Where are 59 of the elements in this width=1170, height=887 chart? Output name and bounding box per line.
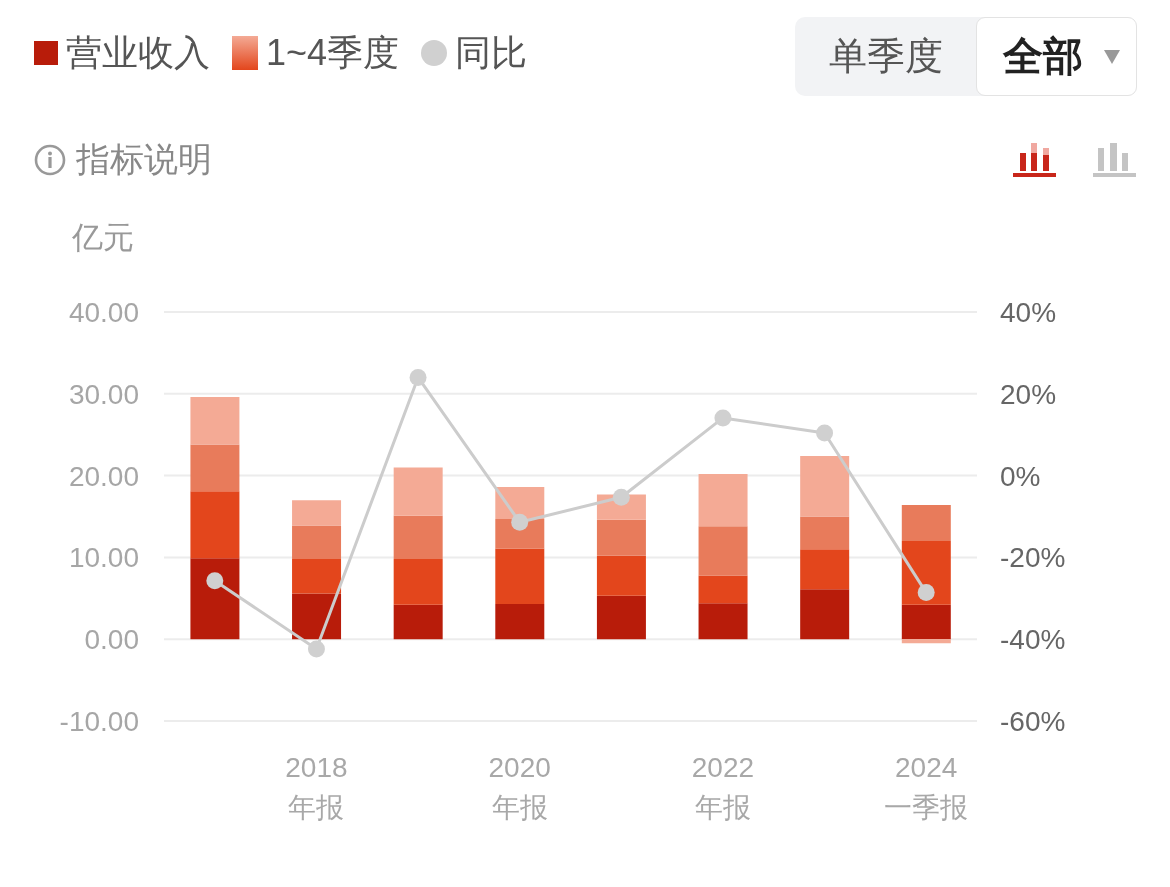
bar bbox=[393, 467, 443, 516]
bar bbox=[800, 549, 850, 590]
bar bbox=[596, 555, 646, 596]
bar bbox=[698, 575, 748, 604]
y-axis-title: 亿元 bbox=[72, 220, 134, 255]
bar bbox=[190, 491, 240, 559]
bar bbox=[190, 397, 240, 445]
point bbox=[816, 424, 834, 442]
bar bbox=[495, 548, 545, 605]
point bbox=[612, 488, 630, 506]
bar bbox=[800, 455, 850, 517]
point bbox=[307, 640, 325, 658]
y-tick-label: 30.00 bbox=[68, 378, 139, 410]
y-tick-label: 40.00 bbox=[68, 296, 139, 328]
y2-tick-label: 0% bbox=[1000, 460, 1041, 492]
bar bbox=[292, 593, 342, 640]
x-tick-label: 2018 年报 bbox=[285, 751, 348, 823]
y-tick-label: -10.00 bbox=[59, 705, 139, 737]
legend-label: 同比 bbox=[455, 30, 528, 75]
point bbox=[511, 513, 529, 531]
bar bbox=[495, 604, 545, 640]
x-tick-label: 2022 年报 bbox=[691, 751, 755, 823]
bar bbox=[698, 526, 748, 576]
bar bbox=[292, 559, 342, 594]
bar bbox=[596, 519, 646, 556]
y2-tick-label: -40% bbox=[1000, 624, 1066, 656]
text: 指标说明 bbox=[76, 139, 212, 180]
y2-tick-label: 40% bbox=[1000, 296, 1057, 328]
bar bbox=[596, 595, 646, 640]
bar bbox=[698, 603, 748, 640]
bar bbox=[800, 516, 850, 550]
bar bbox=[901, 604, 951, 640]
bar bbox=[292, 500, 342, 526]
bar bbox=[190, 444, 240, 492]
y2-tick-label: -60% bbox=[1000, 705, 1066, 737]
point bbox=[714, 409, 732, 427]
y2-tick-label: -20% bbox=[1000, 542, 1066, 574]
bar bbox=[901, 639, 951, 644]
x-tick-label: 2020 年报 bbox=[488, 751, 551, 823]
bar bbox=[901, 505, 951, 542]
y-tick-label: 10.00 bbox=[68, 542, 139, 574]
bar bbox=[393, 604, 443, 640]
legend-label: 营业收入 bbox=[66, 30, 210, 75]
y-tick-label: 0.00 bbox=[84, 624, 139, 656]
y-tick-label: 20.00 bbox=[68, 460, 139, 492]
bar bbox=[393, 559, 443, 605]
point bbox=[409, 368, 427, 386]
y2-tick-label: 20% bbox=[1000, 378, 1057, 410]
legend-label: 1~4季度 bbox=[266, 30, 400, 75]
bar bbox=[292, 525, 342, 560]
point bbox=[917, 584, 935, 602]
segmented-control: 单季度 全部 bbox=[795, 17, 1137, 96]
bar bbox=[393, 515, 443, 560]
x-tick-label: 2024 一季报 bbox=[884, 751, 969, 823]
point bbox=[206, 572, 224, 590]
bar bbox=[190, 558, 240, 640]
bar bbox=[800, 589, 850, 640]
bar bbox=[698, 473, 748, 527]
dropdown-button: 全部 bbox=[976, 17, 1137, 96]
